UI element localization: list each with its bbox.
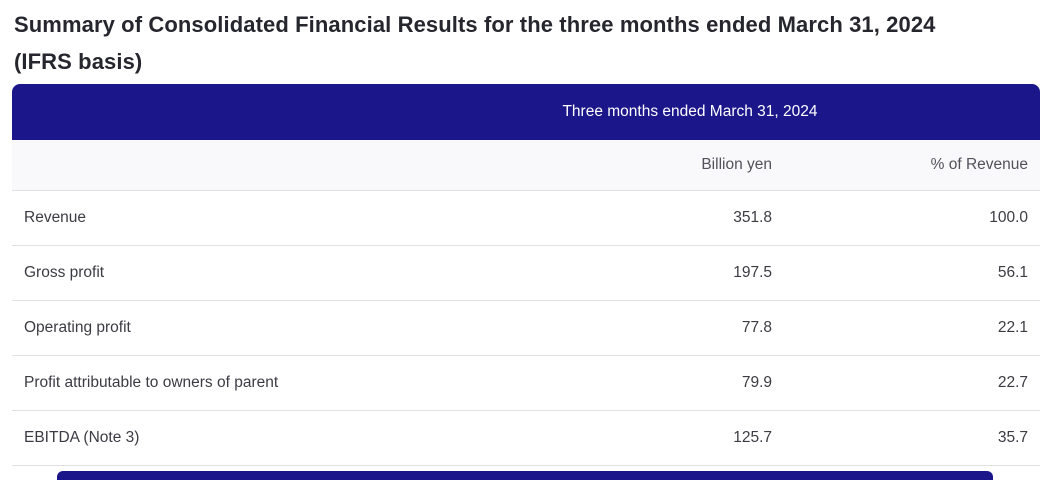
cell-percent-of-revenue: 56.1 <box>997 264 1028 281</box>
column-header-percent-of-revenue: % of Revenue <box>930 156 1028 173</box>
row-label: Revenue <box>24 209 87 226</box>
table-row-profit-attributable: Profit attributable to owners of parent … <box>12 356 1040 411</box>
row-label: EBITDA (Note 3) <box>24 429 140 446</box>
column-header-billion-yen: Billion yen <box>701 156 772 173</box>
cell-billion-yen: 197.5 <box>733 264 772 281</box>
cell-percent-of-revenue: 22.7 <box>997 374 1028 391</box>
financial-results-table: Three months ended March 31, 2024 Billio… <box>12 84 1040 466</box>
page-title: Summary of Consolidated Financial Result… <box>14 6 1038 80</box>
table-header-bar: Three months ended March 31, 2024 <box>12 84 1040 140</box>
cell-billion-yen: 125.7 <box>733 429 772 446</box>
column-header-row: Billion yen % of Revenue <box>12 140 1040 191</box>
cell-percent-of-revenue: 100.0 <box>989 209 1028 226</box>
table-row-revenue: Revenue 351.8 100.0 <box>12 191 1040 246</box>
cell-billion-yen: 79.9 <box>741 374 772 391</box>
table-row-operating-profit: Operating profit 77.8 22.1 <box>12 301 1040 356</box>
table-row-gross-profit: Gross profit 197.5 56.1 <box>12 246 1040 301</box>
table-header-title: Three months ended March 31, 2024 <box>562 103 818 120</box>
row-label: Operating profit <box>24 319 131 336</box>
row-label: Gross profit <box>24 264 105 281</box>
page-title-line2: (IFRS basis) <box>14 49 143 74</box>
cell-billion-yen: 77.8 <box>741 319 772 336</box>
table-row-ebitda: EBITDA (Note 3) 125.7 35.7 <box>12 411 1040 466</box>
cell-percent-of-revenue: 35.7 <box>997 429 1028 446</box>
page-title-line1: Summary of Consolidated Financial Result… <box>14 12 936 37</box>
cell-billion-yen: 351.8 <box>733 209 772 226</box>
next-table-header-partial <box>57 471 993 480</box>
row-label: Profit attributable to owners of parent <box>24 374 279 391</box>
cell-percent-of-revenue: 22.1 <box>997 319 1028 336</box>
